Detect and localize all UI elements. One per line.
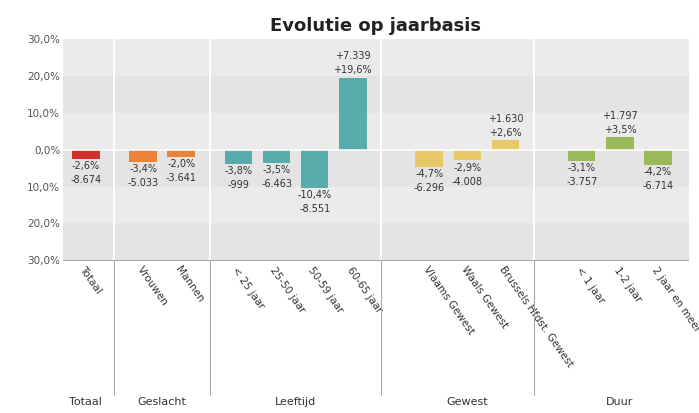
Text: Vrouwen: Vrouwen [135, 265, 169, 308]
Text: -2,6%: -2,6% [72, 161, 100, 171]
Text: < 1 jaar: < 1 jaar [573, 265, 606, 305]
Text: -8.551: -8.551 [299, 204, 331, 214]
Text: -2,9%: -2,9% [453, 163, 482, 173]
Bar [63, 187, 689, 223]
Text: -6.296: -6.296 [414, 183, 445, 193]
Text: Geslacht: Geslacht [138, 397, 187, 407]
Text: -10,4%: -10,4% [298, 190, 332, 200]
Bar [224, 150, 252, 164]
Bar [491, 140, 519, 150]
Bar [644, 150, 672, 165]
Text: Brussels Hfdst. Gewest: Brussels Hfdst. Gewest [497, 265, 575, 369]
Text: -6.714: -6.714 [642, 181, 674, 191]
Text: +2,6%: +2,6% [489, 128, 521, 138]
Bar [63, 76, 689, 113]
Text: -3,4%: -3,4% [129, 164, 157, 174]
Text: +7.339: +7.339 [335, 51, 370, 61]
Text: 1-2 jaar: 1-2 jaar [612, 265, 643, 304]
Bar [606, 137, 633, 150]
Text: +1.797: +1.797 [602, 111, 637, 121]
Text: +3,5%: +3,5% [603, 125, 636, 135]
Text: 50-59 jaar: 50-59 jaar [306, 265, 345, 314]
Text: Leeftijd: Leeftijd [275, 397, 316, 407]
Text: -3,1%: -3,1% [568, 163, 596, 173]
Text: -5.033: -5.033 [127, 178, 159, 188]
Bar [168, 150, 195, 157]
Bar [301, 150, 329, 188]
Bar [415, 150, 443, 167]
Text: -6.463: -6.463 [261, 179, 292, 189]
Text: Gewest: Gewest [447, 397, 488, 407]
Bar [63, 113, 689, 150]
Bar [72, 150, 99, 159]
Text: Totaal: Totaal [78, 265, 103, 296]
Bar [454, 150, 481, 160]
Text: -999: -999 [227, 180, 250, 190]
Text: -8.674: -8.674 [70, 176, 101, 185]
Text: +19,6%: +19,6% [333, 65, 372, 75]
Bar [339, 78, 366, 150]
Title: Evolutie op jaarbasis: Evolutie op jaarbasis [271, 17, 481, 35]
Bar [263, 150, 290, 163]
Text: Totaal: Totaal [69, 397, 102, 407]
Bar [63, 223, 689, 260]
Text: Mannen: Mannen [173, 265, 205, 304]
Text: 60-65 jaar: 60-65 jaar [345, 265, 384, 314]
Bar [568, 150, 596, 161]
Text: -4.008: -4.008 [452, 177, 483, 187]
Text: Waals Gewest: Waals Gewest [459, 265, 509, 330]
Text: Duur: Duur [606, 397, 633, 407]
Text: -2,0%: -2,0% [167, 159, 195, 169]
Text: -3.641: -3.641 [166, 173, 196, 183]
Text: +1.630: +1.630 [488, 114, 523, 124]
Text: < 25 jaar: < 25 jaar [230, 265, 266, 310]
Text: 25-50 jaar: 25-50 jaar [268, 265, 308, 314]
Bar [63, 150, 689, 187]
Text: Vlaams Gewest: Vlaams Gewest [421, 265, 475, 337]
Bar [63, 39, 689, 76]
Text: -3,5%: -3,5% [262, 165, 291, 175]
Text: 2 jaar en meer: 2 jaar en meer [650, 265, 699, 333]
Text: -4,7%: -4,7% [415, 169, 443, 179]
Text: -3,8%: -3,8% [224, 166, 252, 176]
Bar [129, 150, 157, 162]
Text: -3.757: -3.757 [566, 177, 598, 188]
Text: -4,2%: -4,2% [644, 167, 672, 178]
